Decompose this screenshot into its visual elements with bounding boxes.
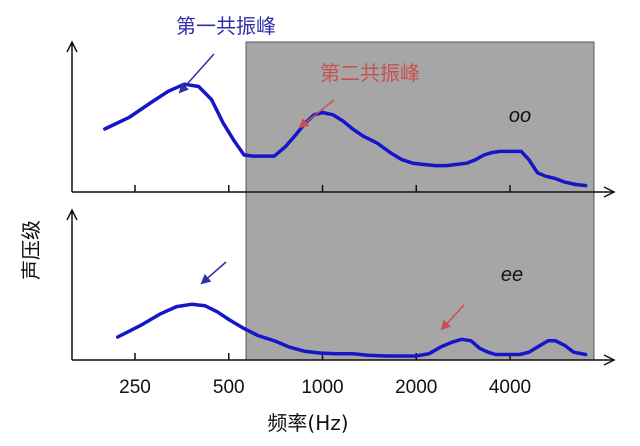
first-formant-label: 第一共振峰 xyxy=(176,14,276,38)
x-tick-label: 4000 xyxy=(489,377,531,398)
second-formant-arrow-top xyxy=(298,99,335,129)
x-tick-label: 1000 xyxy=(301,377,343,398)
second-formant-arrow-bottom xyxy=(440,304,465,331)
top-panel-x-axis-arrow xyxy=(603,186,616,198)
shaded-region xyxy=(245,41,595,361)
x-tick-label: 500 xyxy=(213,377,245,398)
curves xyxy=(103,82,588,358)
panel-label-ee: ee xyxy=(501,264,523,286)
curve-oo xyxy=(103,82,588,188)
bottom-panel-y-axis-arrow xyxy=(66,208,78,221)
panel-label-oo: oo xyxy=(509,105,531,127)
x-tick-label: 2000 xyxy=(395,377,437,398)
first-formant-arrow-top xyxy=(178,53,215,94)
x-tick-label: 250 xyxy=(119,377,151,398)
y-axis-label: 声压级 xyxy=(19,220,43,280)
bottom-panel-x-axis-arrow xyxy=(603,354,616,366)
x-ticks: 250 500 1000 2000 4000 xyxy=(119,185,531,398)
second-formant-label: 第二共振峰 xyxy=(320,61,420,85)
curve-ee xyxy=(115,302,588,358)
top-panel-y-axis-arrow xyxy=(66,40,78,53)
x-axis-label: 频率(Hz) xyxy=(267,411,348,435)
first-formant-arrow-bottom xyxy=(200,261,227,285)
axes xyxy=(66,40,616,366)
